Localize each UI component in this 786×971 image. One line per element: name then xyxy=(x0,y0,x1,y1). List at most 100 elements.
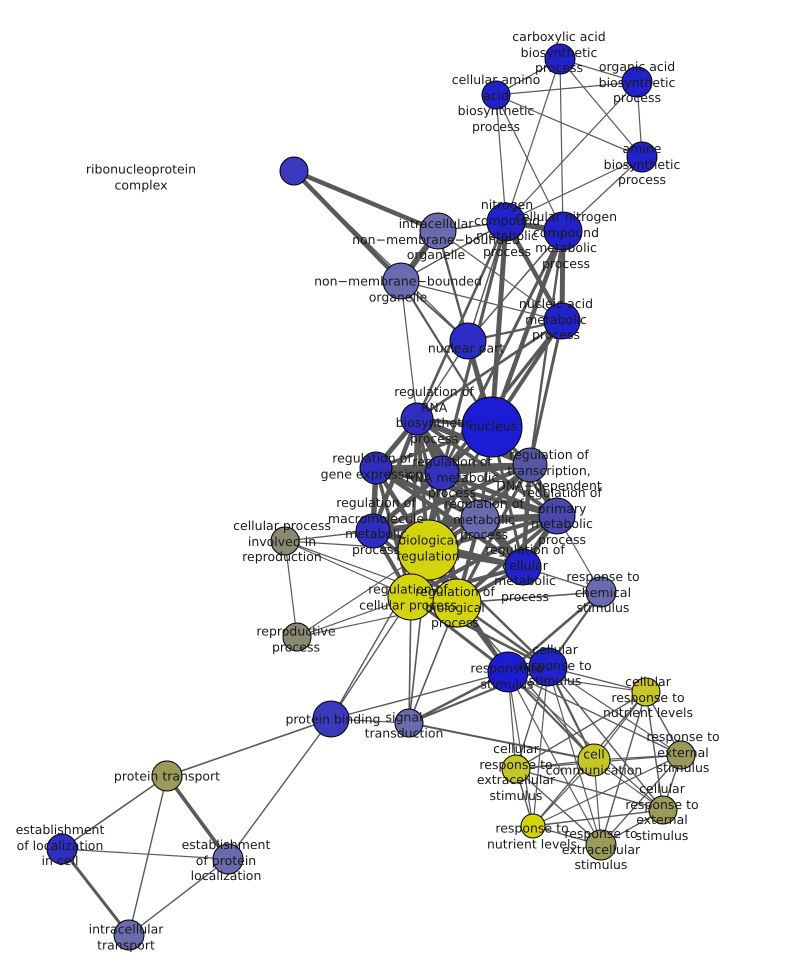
graph-edge xyxy=(515,691,647,770)
graph-edge xyxy=(330,671,509,720)
node-label-cell_communication: cell communication xyxy=(545,746,643,778)
graph-node-amine_biosynth[interactable] xyxy=(626,141,658,173)
graph-edge xyxy=(506,670,596,762)
graph-node-response_to_chemical_stimulus[interactable] xyxy=(585,576,617,608)
graph-node-reg_transcription_dna[interactable] xyxy=(512,447,548,483)
graph-node-organic_acid_biosynth[interactable] xyxy=(621,66,653,98)
graph-node-reg_cellular_metab[interactable] xyxy=(504,548,542,586)
graph-edge xyxy=(291,168,404,284)
graph-edge xyxy=(489,219,509,430)
graph-edge xyxy=(330,596,412,720)
graph-node-cellular_process_reproduction[interactable] xyxy=(270,526,300,556)
graph-edge xyxy=(293,170,469,342)
graph-edge xyxy=(507,671,682,756)
graph-edge xyxy=(291,168,441,234)
graph-edge xyxy=(165,774,230,861)
graph-node-cellular_response_nutrient_levels[interactable] xyxy=(631,677,661,707)
graph-node-intracellular_nmb_organelle[interactable] xyxy=(419,212,457,250)
node-label-reg_rna_biosynth: regulation of RNA biosynthetic process xyxy=(394,384,474,446)
graph-node-reg_metabolic_process[interactable] xyxy=(460,499,500,539)
node-label-cellular_process_reproduction: cellular process involved in reproductio… xyxy=(233,517,331,564)
graph-node-reproductive_process[interactable] xyxy=(282,622,312,652)
node-label-response_to_extracellular_stimulus: response to extracellular stimulus xyxy=(561,825,641,872)
node-label-organic_acid_biosynth: organic acid biosynthetic process xyxy=(598,58,676,105)
graph-node-carboxylic_acid_biosynth[interactable] xyxy=(544,43,576,75)
graph-node-reg_primary_metab[interactable] xyxy=(538,497,576,535)
node-label-carboxylic_acid_biosynth: carboxylic acid biosynthetic process xyxy=(512,28,606,75)
graph-edge xyxy=(437,230,563,322)
graph-edge xyxy=(645,691,664,811)
graph-node-protein_transport[interactable] xyxy=(151,760,183,792)
graph-edge xyxy=(515,768,664,811)
graph-node-nucleus[interactable] xyxy=(461,396,523,458)
graph-node-nucleic_acid_metab[interactable] xyxy=(543,302,581,340)
graph-node-nmb_organelle[interactable] xyxy=(382,262,420,300)
node-label-cellular_nitrogen_compound_metab: cellular nitrogen compound metabolic pro… xyxy=(514,209,618,271)
graph-node-cellular_amino_acid_biosynth[interactable] xyxy=(481,80,511,110)
graph-node-protein_binding[interactable] xyxy=(312,700,350,738)
graph-node-nitrogen_compound_metab[interactable] xyxy=(486,202,526,242)
graph-node-response_to_stimulus[interactable] xyxy=(487,651,529,693)
graph-edge xyxy=(370,462,533,534)
graph-node-reg_macromolecule_metab[interactable] xyxy=(355,513,391,549)
graph-edge xyxy=(61,775,168,850)
graph-edge xyxy=(284,540,298,638)
node-label-cellular_response_external_stimulus: cellular response to external stimulus xyxy=(625,781,699,843)
node-label-response_to_external_stimulus: response to external stimulus xyxy=(646,728,720,775)
node-label-nitrogen_compound_metab: nitrogen compound metabolic process xyxy=(473,197,541,259)
node-label-protein_transport: protein transport xyxy=(113,768,221,784)
graph-node-ribonucleoprotein_complex[interactable] xyxy=(279,156,309,186)
node-label-nucleus: nucleus xyxy=(468,418,518,434)
node-label-nmb_organelle: non−membrane−bounded organelle xyxy=(314,273,482,305)
graph-edge xyxy=(400,280,418,420)
node-label-reg_metabolic_process: regulation of metabolic process xyxy=(444,495,524,542)
node-label-ribonucleoprotein_complex: ribonucleoprotein complex xyxy=(85,161,197,193)
graph-edge xyxy=(227,718,332,860)
graph-node-cellular_response_to_stimulus[interactable] xyxy=(528,647,568,687)
node-label-reg_cellular_process: regulation of cellular process xyxy=(359,581,457,613)
node-label-response_to_nutrient_levels: response to nutrient levels xyxy=(486,820,578,852)
graph-edge xyxy=(507,671,534,827)
graph-node-biological_regulation[interactable] xyxy=(397,519,459,581)
graph-edge xyxy=(409,514,559,599)
graph-node-reg_gene_expression[interactable] xyxy=(359,451,393,485)
node-label-reg_cellular_metab: regulation of cellular metabolic process xyxy=(485,542,565,604)
graph-node-establishment_localization_in_cell[interactable] xyxy=(46,833,78,865)
graph-node-response_to_external_stimulus[interactable] xyxy=(666,740,696,770)
graph-node-cellular_nitrogen_compound_metab[interactable] xyxy=(543,211,583,251)
node-label-reg_biological_process: regulation of biological process xyxy=(415,583,495,630)
graph-edge xyxy=(467,230,564,342)
node-label-reg_rna_metab: regulation of RNA metabolic process xyxy=(405,453,499,500)
node-label-reg_macromolecule_metab: regulation of macromolecule metabolic pr… xyxy=(327,495,425,557)
graph-edge xyxy=(515,768,602,846)
graph-node-cell_communication[interactable] xyxy=(577,743,611,777)
node-label-nuclear_part: nuclear part xyxy=(427,340,505,356)
node-label-reg_primary_metab: regulation of primary metabolic process xyxy=(522,485,602,547)
graph-node-response_to_extracellular_stimulus[interactable] xyxy=(585,829,617,861)
graph-node-response_to_nutrient_levels[interactable] xyxy=(520,813,546,839)
node-label-response_to_stimulus: response to stimulus xyxy=(470,660,544,692)
node-label-reg_transcription_dna: regulation of transcription, DNA−depende… xyxy=(496,446,602,493)
graph-edge xyxy=(532,666,549,827)
node-label-biological_regulation: biological regulation xyxy=(396,532,460,564)
graph-edge xyxy=(128,775,168,936)
graph-node-reg_rna_metab[interactable] xyxy=(424,455,460,491)
graph-node-reg_biological_process[interactable] xyxy=(432,578,482,628)
graph-edge xyxy=(495,94,507,223)
graph-edge xyxy=(166,718,332,777)
graph-node-cellular_response_extracellular_stimulus[interactable] xyxy=(501,754,531,784)
graph-node-cellular_response_external_stimulus[interactable] xyxy=(648,795,678,825)
graph-node-intracellular_transport[interactable] xyxy=(113,919,145,951)
graph-node-establishment_protein_localization[interactable] xyxy=(212,843,244,875)
graph-edge xyxy=(128,858,229,936)
graph-edge xyxy=(600,691,647,846)
graph-edge xyxy=(600,754,682,846)
graph-node-nuclear_part[interactable] xyxy=(449,322,487,360)
graph-node-reg_rna_biosynth[interactable] xyxy=(400,402,434,436)
graph-edge xyxy=(528,319,564,467)
graph-edge xyxy=(373,465,560,519)
graph-node-signal_transduction[interactable] xyxy=(394,708,424,738)
graph-edge xyxy=(532,754,682,827)
